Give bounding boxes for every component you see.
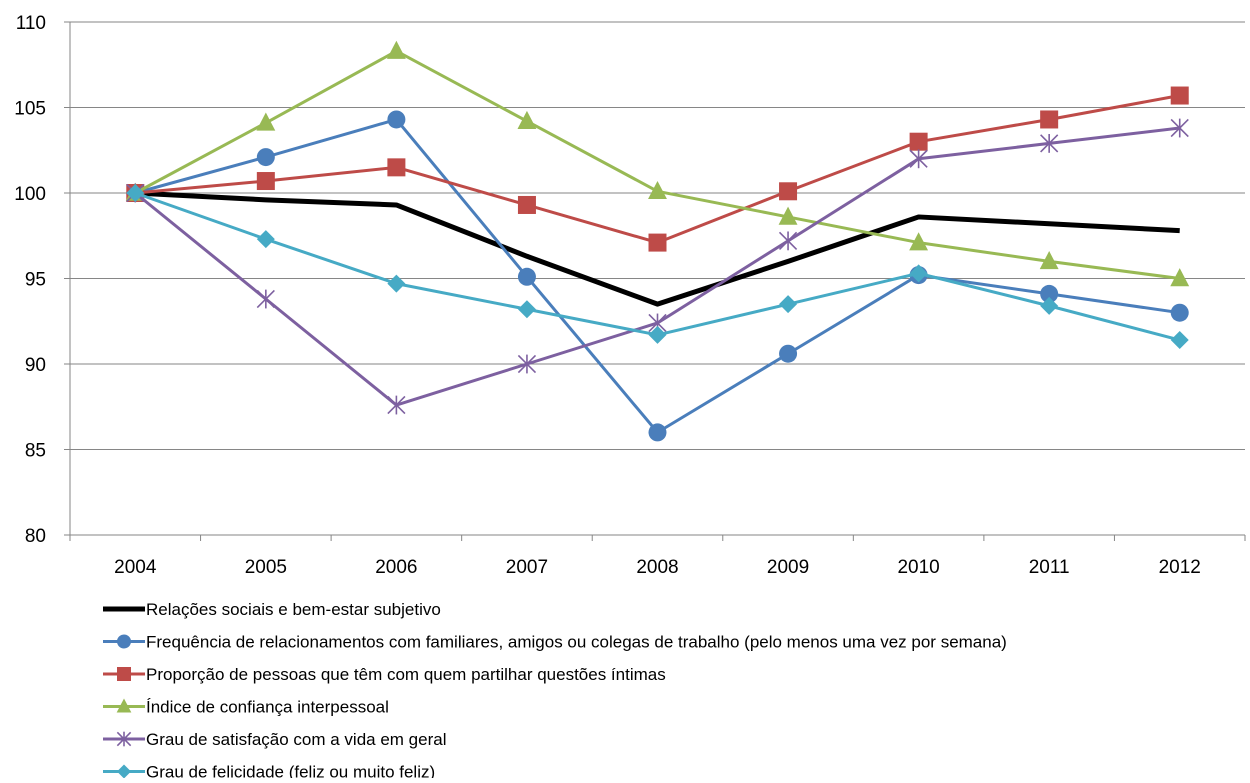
x-tick-label: 2004 [114,557,157,578]
data-point [387,158,406,177]
series-lines [125,40,1190,442]
x-tick-label: 2010 [897,557,939,578]
y-tick-label: 80 [25,526,46,547]
data-point [387,110,406,129]
data-point [909,149,928,169]
data-point [517,267,536,286]
data-point [517,110,537,129]
legend-entry: Grau de satisfação com a vida em geral [103,730,446,749]
x-tick-label: 2011 [1029,557,1070,578]
legend-entry: Relações sociais e bem-estar subjetivo [103,600,441,619]
legend-label: Índice de confiança interpessoal [146,698,389,717]
data-point [779,182,798,201]
data-point [1170,86,1189,105]
data-point [909,132,928,151]
legend-label: Grau de felicidade (feliz ou muito feliz… [146,763,435,779]
data-point [909,232,929,251]
data-point [517,195,536,214]
data-point [1039,251,1059,270]
y-tick-label: 95 [25,270,46,291]
legend-entry: Frequência de relacionamentos com famili… [103,633,1007,652]
legend-marker [117,764,131,779]
legend-entry: Grau de felicidade (feliz ou muito feliz… [103,763,435,782]
data-point [1170,268,1190,287]
data-point [778,206,798,225]
series-line [135,190,1180,307]
y-tick-label: 110 [16,13,46,34]
legend-marker [117,634,131,649]
x-tick-label: 2009 [767,557,809,578]
legend: Relações sociais e bem-estar subjetivo Fr… [103,600,1007,782]
y-tick-label: 105 [14,99,46,120]
data-point [1170,331,1189,350]
x-tick-label: 2007 [506,557,548,578]
y-tick-label: 90 [25,355,46,376]
data-point [1170,118,1189,138]
x-tick-label: 2005 [245,557,287,578]
data-point [256,148,275,167]
data-point [779,295,798,314]
x-tick-label: 2006 [375,557,417,578]
series-6 [126,184,1189,350]
axes: 80 85 90 95 100 105 110 2004 2005 2006 2007 2008 200… [14,13,1246,578]
data-point [256,112,276,131]
y-tick-label: 85 [25,441,46,462]
series-line [134,126,1180,407]
x-tick-label: 2008 [636,557,678,578]
data-point [517,354,537,374]
legend-entry: Índice de confiança interpessoal [103,698,389,717]
data-point [1040,284,1059,303]
x-tick-label: 2012 [1159,557,1201,578]
legend-label: Proporção de pessoas que têm com quem pa… [146,665,666,684]
data-point [648,325,667,344]
data-point [386,40,406,59]
legend-marker [116,731,132,747]
data-point [648,423,667,442]
series-5 [126,118,1189,415]
data-point [1040,134,1059,153]
data-point [778,231,798,251]
data-point [517,300,536,319]
data-point [779,344,798,363]
data-point [126,184,145,202]
gridlines [70,21,1245,450]
series-1 [135,190,1180,307]
data-point [387,395,406,415]
legend-marker [116,698,132,713]
series-4 [125,40,1190,287]
data-point [387,274,406,293]
data-point [1040,110,1059,129]
data-point [256,289,275,309]
legend-label: Grau de satisfação com a vida em geral [146,730,446,749]
series-line [134,117,1180,434]
legend-marker [117,667,131,681]
data-point [256,172,275,191]
data-point [909,264,928,283]
data-point [1040,296,1059,315]
legend-entry: Proporção de pessoas que têm com quem pa… [103,665,666,684]
legend-label: Relações sociais e bem-estar subjetivo [146,600,441,619]
data-point [648,233,667,252]
y-tick-label: 100 [14,184,46,205]
data-point [648,180,667,200]
legend-label: Frequência de relacionamentos com famili… [146,633,1007,652]
series-2 [126,110,1189,442]
data-point [256,230,275,249]
data-point [1170,303,1189,322]
